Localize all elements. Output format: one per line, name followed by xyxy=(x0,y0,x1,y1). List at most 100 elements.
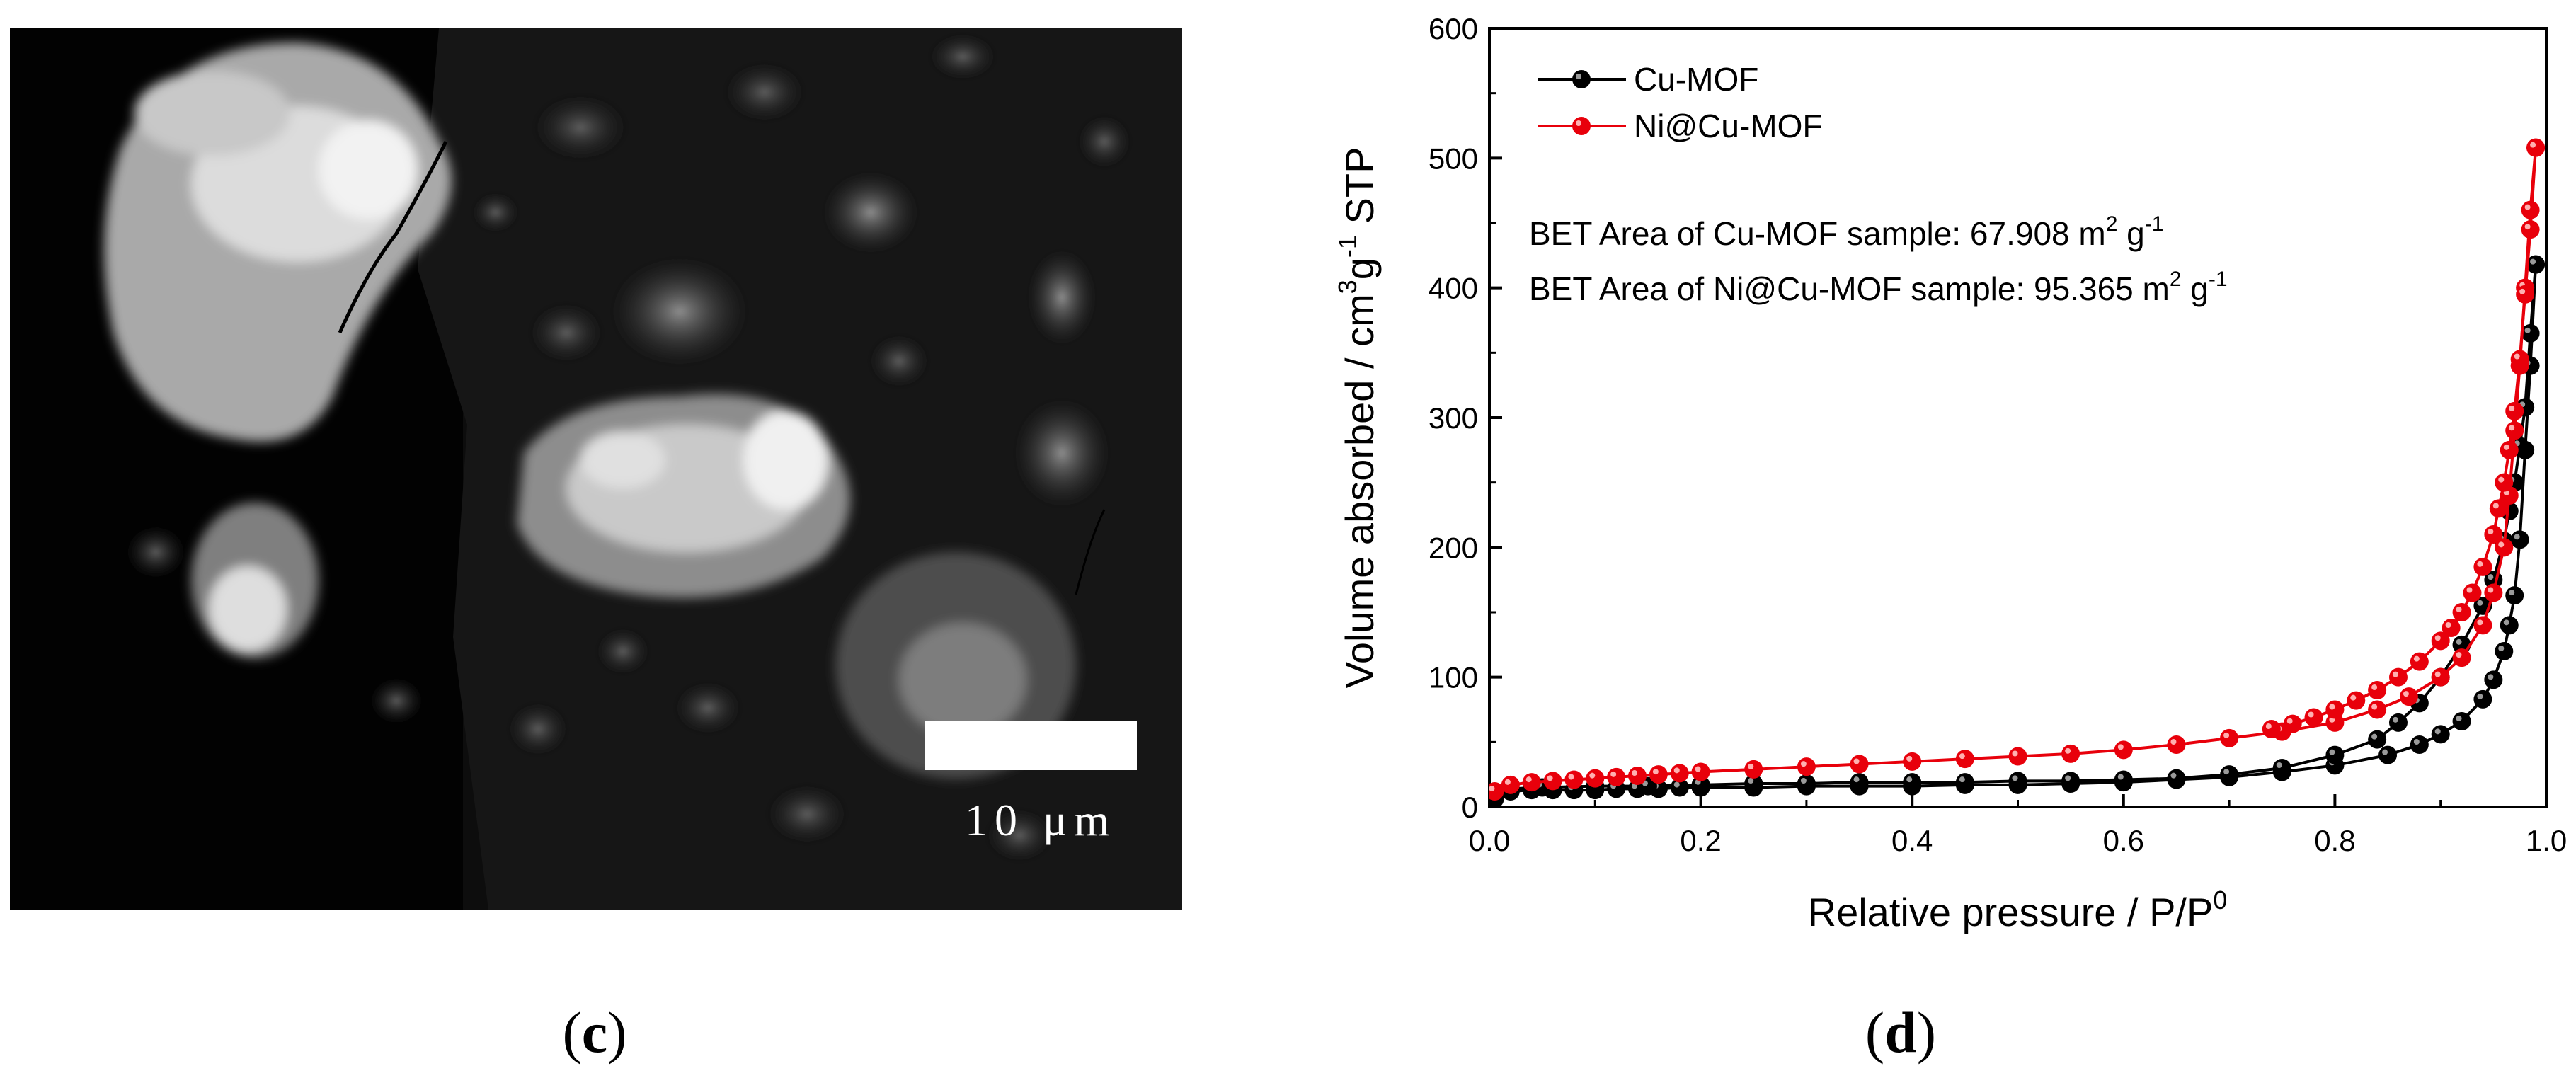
data-point-marker xyxy=(1691,762,1710,781)
data-point-highlight xyxy=(1853,776,1860,783)
data-point-highlight xyxy=(2170,772,2177,779)
data-point-marker xyxy=(2463,583,2482,602)
x-tick-label: 0.0 xyxy=(1469,824,1510,857)
data-point-marker xyxy=(2452,712,2471,730)
data-point-highlight xyxy=(2477,619,2483,626)
data-point-ni-cu-mof xyxy=(1489,782,1504,801)
data-point-ni-cu-mof xyxy=(2114,740,2133,760)
data-point-highlight xyxy=(2445,622,2451,628)
data-point-highlight xyxy=(2509,405,2515,411)
data-point-ni-cu-mof xyxy=(2220,728,2239,747)
data-point-highlight xyxy=(1652,769,1659,775)
x-axis-ticks: 0.0 0.2 0.4 0.6 0.8 1.0 xyxy=(1469,794,2567,857)
data-point-highlight xyxy=(2392,716,2398,723)
data-point-highlight xyxy=(2403,691,2409,697)
data-point-marker xyxy=(1903,773,1922,792)
data-point-marker xyxy=(2495,473,2514,492)
data-point-marker xyxy=(2061,744,2080,763)
data-point-ni-cu-mof xyxy=(1522,773,1541,792)
data-point-ni-cu-mof xyxy=(2505,421,2524,440)
data-point-cu-mof xyxy=(2061,772,2080,791)
data-point-highlight xyxy=(2503,444,2509,450)
data-point-marker xyxy=(1501,775,1520,794)
data-point-marker xyxy=(2505,401,2524,420)
data-point-highlight xyxy=(2477,693,2483,699)
data-point-ni-cu-mof xyxy=(2325,700,2345,719)
data-point-ni-cu-mof xyxy=(1850,755,1869,774)
data-point-marker xyxy=(1850,755,1869,774)
data-point-highlight xyxy=(2434,671,2441,677)
data-point-ni-cu-mof xyxy=(1797,757,1816,776)
data-point-marker xyxy=(1564,770,1584,789)
data-point-marker xyxy=(2521,200,2540,219)
data-point-ni-cu-mof xyxy=(2484,525,2503,544)
data-point-cu-mof xyxy=(2473,689,2492,709)
x-tick-label: 0.4 xyxy=(1891,824,1933,857)
data-point-marker xyxy=(2500,616,2519,635)
legend-label-ni-cu-mof: Ni@Cu-MOF xyxy=(1634,108,1822,144)
data-point-highlight xyxy=(2509,590,2515,596)
data-point-cu-mof xyxy=(2272,759,2291,777)
data-point-ni-cu-mof xyxy=(2452,648,2471,667)
data-point-ni-cu-mof xyxy=(2368,681,2387,699)
y-axis-title: Volume absorbed / cm3g-1 STP xyxy=(1333,147,1382,689)
data-point-marker xyxy=(2272,759,2291,777)
data-point-cu-mof xyxy=(2510,530,2529,549)
bet-chart: 0.0 0.2 0.4 0.6 0.8 1.0 0 100 200 300 400 500 600 C… xyxy=(1333,12,2567,934)
data-point-ni-cu-mof xyxy=(2526,138,2546,157)
data-point-marker xyxy=(2114,770,2133,789)
data-point-marker xyxy=(2473,616,2492,635)
data-point-ni-cu-mof xyxy=(1744,760,1763,779)
data-point-highlight xyxy=(2503,619,2509,626)
data-point-highlight xyxy=(1906,755,1913,762)
data-point-cu-mof xyxy=(1903,773,1922,792)
data-point-marker xyxy=(2521,323,2540,343)
data-point-marker xyxy=(2220,728,2239,747)
data-point-highlight xyxy=(2488,674,2494,680)
data-point-ni-cu-mof xyxy=(2167,735,2186,754)
data-point-marker xyxy=(2061,772,2080,791)
data-point-marker xyxy=(2521,220,2540,239)
data-point-highlight xyxy=(2276,762,2282,768)
data-point-highlight xyxy=(2413,739,2420,745)
data-point-highlight xyxy=(1800,761,1807,767)
data-point-cu-mof xyxy=(2484,670,2503,689)
data-point-marker xyxy=(2431,725,2450,744)
data-point-ni-cu-mof xyxy=(2516,285,2535,304)
data-point-marker xyxy=(1850,773,1869,792)
data-point-marker xyxy=(2452,648,2471,667)
data-point-highlight xyxy=(1695,766,1701,772)
data-point-marker xyxy=(2431,667,2450,687)
data-point-highlight xyxy=(2117,744,2124,750)
data-point-cu-mof xyxy=(1744,774,1763,793)
data-point-highlight xyxy=(2488,587,2494,593)
data-point-marker xyxy=(2325,745,2345,764)
data-point-marker xyxy=(2347,691,2366,710)
data-point-ni-cu-mof xyxy=(2473,616,2492,635)
data-point-highlight xyxy=(1547,775,1553,781)
data-point-marker xyxy=(2008,772,2027,791)
data-point-highlight xyxy=(2413,655,2420,662)
data-point-marker xyxy=(2500,440,2519,459)
data-point-cu-mof xyxy=(1850,773,1869,792)
data-point-highlight xyxy=(2329,704,2335,710)
data-point-highlight xyxy=(2434,728,2441,735)
data-point-highlight xyxy=(2456,652,2462,658)
data-point-highlight xyxy=(2371,684,2378,690)
data-point-highlight xyxy=(1959,753,1965,760)
panel-label-c: (c) xyxy=(562,1000,626,1065)
scale-bar xyxy=(925,721,1137,770)
x-tick-label: 1.0 xyxy=(2526,824,2567,857)
data-point-marker xyxy=(2378,745,2398,764)
data-point-highlight xyxy=(2530,258,2536,265)
data-point-cu-mof xyxy=(2325,745,2345,764)
data-point-marker xyxy=(1522,773,1541,792)
data-point-ni-cu-mof xyxy=(2347,691,2366,710)
data-point-highlight xyxy=(2466,587,2473,593)
data-point-highlight xyxy=(2524,204,2531,210)
data-point-marker xyxy=(2368,730,2387,749)
data-point-ni-cu-mof xyxy=(1543,772,1562,791)
data-point-highlight xyxy=(1610,771,1617,777)
data-point-marker xyxy=(2114,740,2133,760)
data-point-marker xyxy=(2167,735,2186,754)
